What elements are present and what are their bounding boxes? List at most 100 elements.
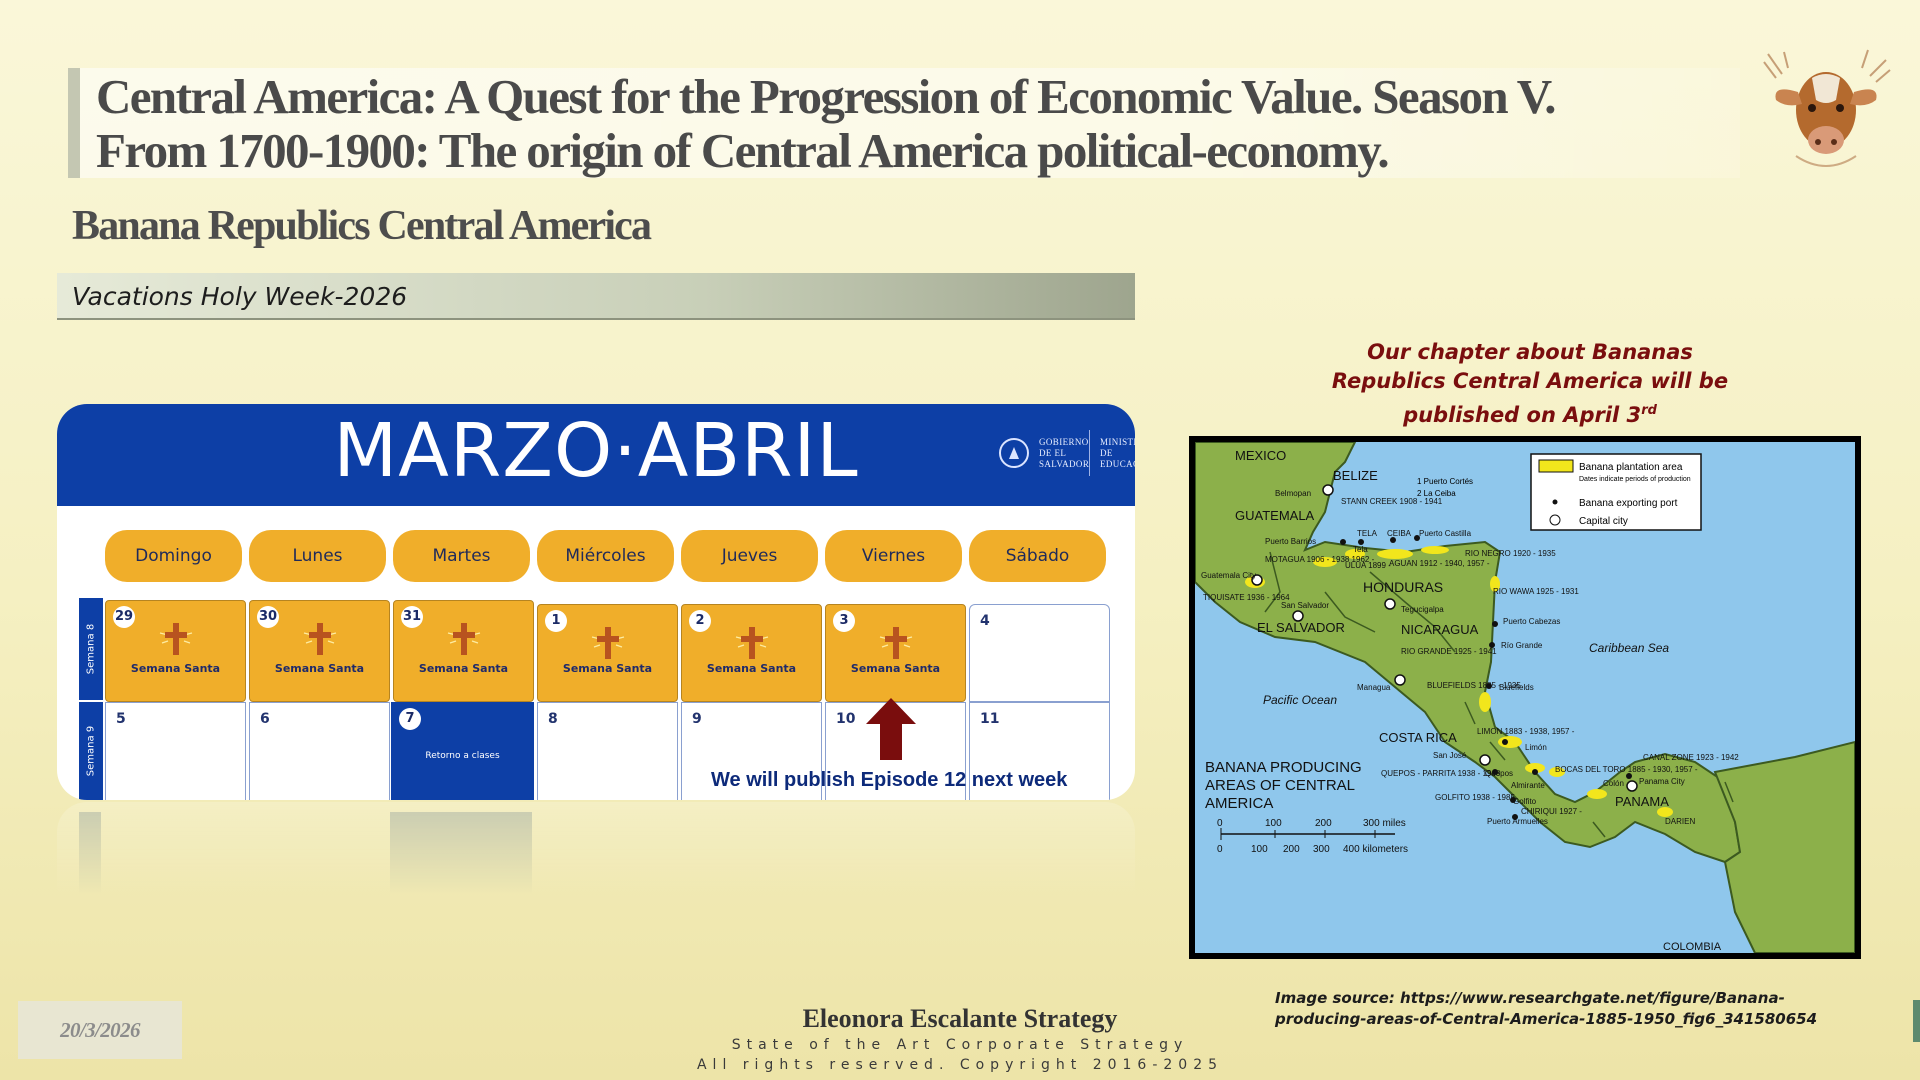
government-label: GOBIERNO DE EL SALVADOR (1039, 436, 1090, 469)
place-label: Bluefields (1499, 683, 1534, 692)
place-label: BOCAS DEL TORO 1885 - 1930, 1957 - (1555, 765, 1698, 774)
image-source-caption: Image source: https://www.researchgate.n… (1275, 989, 1818, 1028)
cow-head-icon (1763, 49, 1891, 167)
calendar-cell: 5 (105, 702, 246, 800)
scale-mile-label: 200 (1315, 818, 1332, 829)
calendar-reflection (57, 802, 1135, 912)
central-america-land (1195, 442, 1742, 864)
place-label: RIO GRANDE 1925 - 1941 (1401, 647, 1497, 656)
up-arrow-icon (866, 698, 916, 760)
place-label: Puerto Cabezas (1503, 617, 1560, 626)
day-number: 2 (689, 610, 711, 632)
event-label: Semana Santa (130, 662, 221, 675)
day-header-viernes: Viernes (825, 530, 962, 582)
map-label: COLOMBIA (1663, 941, 1722, 953)
day-number: 7 (399, 708, 421, 730)
day-number: 9 (692, 711, 702, 727)
event-label: Semana Santa (706, 662, 797, 675)
place-label: RIO NEGRO 1920 - 1935 (1465, 549, 1556, 558)
scale-mile-label: 100 (1265, 818, 1282, 829)
place-label: Tegucigalpa (1401, 605, 1444, 614)
day-number: 1 (545, 610, 567, 632)
scale-mile-label: 0 (1217, 818, 1223, 829)
scale-km-label: 300 (1313, 844, 1330, 855)
map-label: EL SALVADOR (1257, 620, 1345, 635)
day-header-lunes: Lunes (249, 530, 386, 582)
place-label: Río Grande (1501, 641, 1543, 650)
legend-port: Banana exporting port (1579, 498, 1678, 509)
place-label: CEIBA (1387, 529, 1412, 538)
legend-title: Banana plantation area (1579, 462, 1683, 473)
place-label: Belmopan (1275, 489, 1311, 498)
title-box: Central America: A Quest for the Progres… (68, 68, 1740, 178)
day-number: 11 (980, 711, 1000, 727)
place-label: Puerto Castilla (1419, 529, 1472, 538)
place-label: Tela (1353, 545, 1368, 554)
place-label: San Salvador (1281, 601, 1329, 610)
cross-icon (159, 623, 192, 655)
calendar-cell: 29 Semana Santa (105, 600, 246, 702)
map-label: HONDURAS (1363, 579, 1443, 595)
cross-icon (879, 627, 912, 659)
map-label: GUATEMALA (1235, 508, 1315, 523)
place-label: CHIRIQUI 1927 - (1521, 807, 1582, 816)
map-label: Caribbean Sea (1589, 641, 1669, 655)
port-number-1: 1 Puerto Cortés (1417, 477, 1473, 486)
day-number: 31 (401, 606, 423, 628)
map-label: NICARAGUA (1401, 622, 1479, 637)
legend-note: Dates indicate periods of production (1579, 476, 1691, 483)
place-label: Puerto Armuelles (1487, 817, 1548, 826)
map-label: MEXICO (1235, 448, 1286, 463)
place-label: Quepos (1485, 769, 1513, 778)
map-title: AREAS OF CENTRAL (1205, 777, 1355, 794)
map-title: BANANA PRODUCING (1205, 759, 1362, 776)
calendar-cell: 2 Semana Santa (681, 604, 822, 702)
map-label: Pacific Ocean (1263, 693, 1337, 707)
scale-km-label: 400 kilometers (1343, 844, 1408, 855)
event-label: Retorno a clases (425, 751, 500, 761)
week-tab-8: Semana 8 (79, 598, 103, 700)
place-label: CANAL ZONE 1923 - 1942 (1643, 753, 1739, 762)
port-icons (1340, 535, 1632, 820)
footer: Eleonora Escalante Strategy State of the… (610, 1003, 1310, 1075)
company-name: Eleonora Escalante Strategy (802, 1004, 1118, 1033)
place-label: Limón (1525, 743, 1547, 752)
place-label: Puerto Barrios (1265, 537, 1316, 546)
calendar-cell: 31 Semana Santa (393, 600, 534, 702)
copyright: All rights reserved. Copyright 2016-2025 (696, 1057, 1224, 1073)
calendar-title: MARZO·ABRIL (333, 408, 859, 494)
scale-mile-label: 300 miles (1363, 818, 1406, 829)
chapter-note-text: Our chapter about Bananas Republics Cent… (1331, 340, 1729, 427)
day-header-miercoles: Miércoles (537, 530, 674, 582)
calendar-image: MARZO·ABRIL GOBIERNO DE EL SALVADOR MINI… (57, 404, 1135, 912)
day-number: 6 (260, 711, 270, 727)
slide-title-line-1: Central America: A Quest for the Progres… (96, 69, 1556, 124)
logo-divider (1089, 430, 1090, 476)
map-label: BELIZE (1333, 468, 1378, 483)
map-label: PANAMA (1615, 794, 1669, 809)
place-label: STANN CREEK 1908 - 1941 (1341, 497, 1443, 506)
event-label: Semana Santa (562, 662, 653, 675)
map-scale: 0 100 200 300 miles 0 100 200 300 400 ki… (1217, 818, 1408, 855)
ministry-label: MINISTERIO DE EDUCACIÓN (1100, 436, 1135, 469)
day-header-jueves: Jueves (681, 530, 818, 582)
cross-icon (735, 627, 768, 659)
chapter-note: Our chapter about Bananas Republics Cent… (1320, 338, 1740, 430)
day-header-martes: Martes (393, 530, 530, 582)
scale-km-label: 200 (1283, 844, 1300, 855)
day-number: 3 (833, 610, 855, 632)
day-number: 29 (113, 606, 135, 628)
calendar-cell: 4 (969, 604, 1110, 702)
subtitle: Banana Republics Central America (72, 203, 652, 249)
week-label-8: Semana 8 (85, 623, 97, 675)
place-label: Almirante (1511, 781, 1545, 790)
calendar: MARZO·ABRIL GOBIERNO DE EL SALVADOR MINI… (57, 404, 1135, 800)
banana-map: Banana plantation area Dates indicate pe… (1195, 442, 1855, 953)
publish-note: We will publish Episode 12 next week (711, 769, 1068, 791)
calendar-cell: 9 (681, 702, 822, 800)
place-label: Colón (1603, 779, 1624, 788)
company-tagline: State of the Art Corporate Strategy (731, 1037, 1189, 1053)
calendar-cell: 3 Semana Santa (825, 604, 966, 702)
capital-city-icons (1251, 484, 1638, 792)
slide-title-line-2: From 1700-1900: The origin of Central Am… (96, 123, 1390, 178)
